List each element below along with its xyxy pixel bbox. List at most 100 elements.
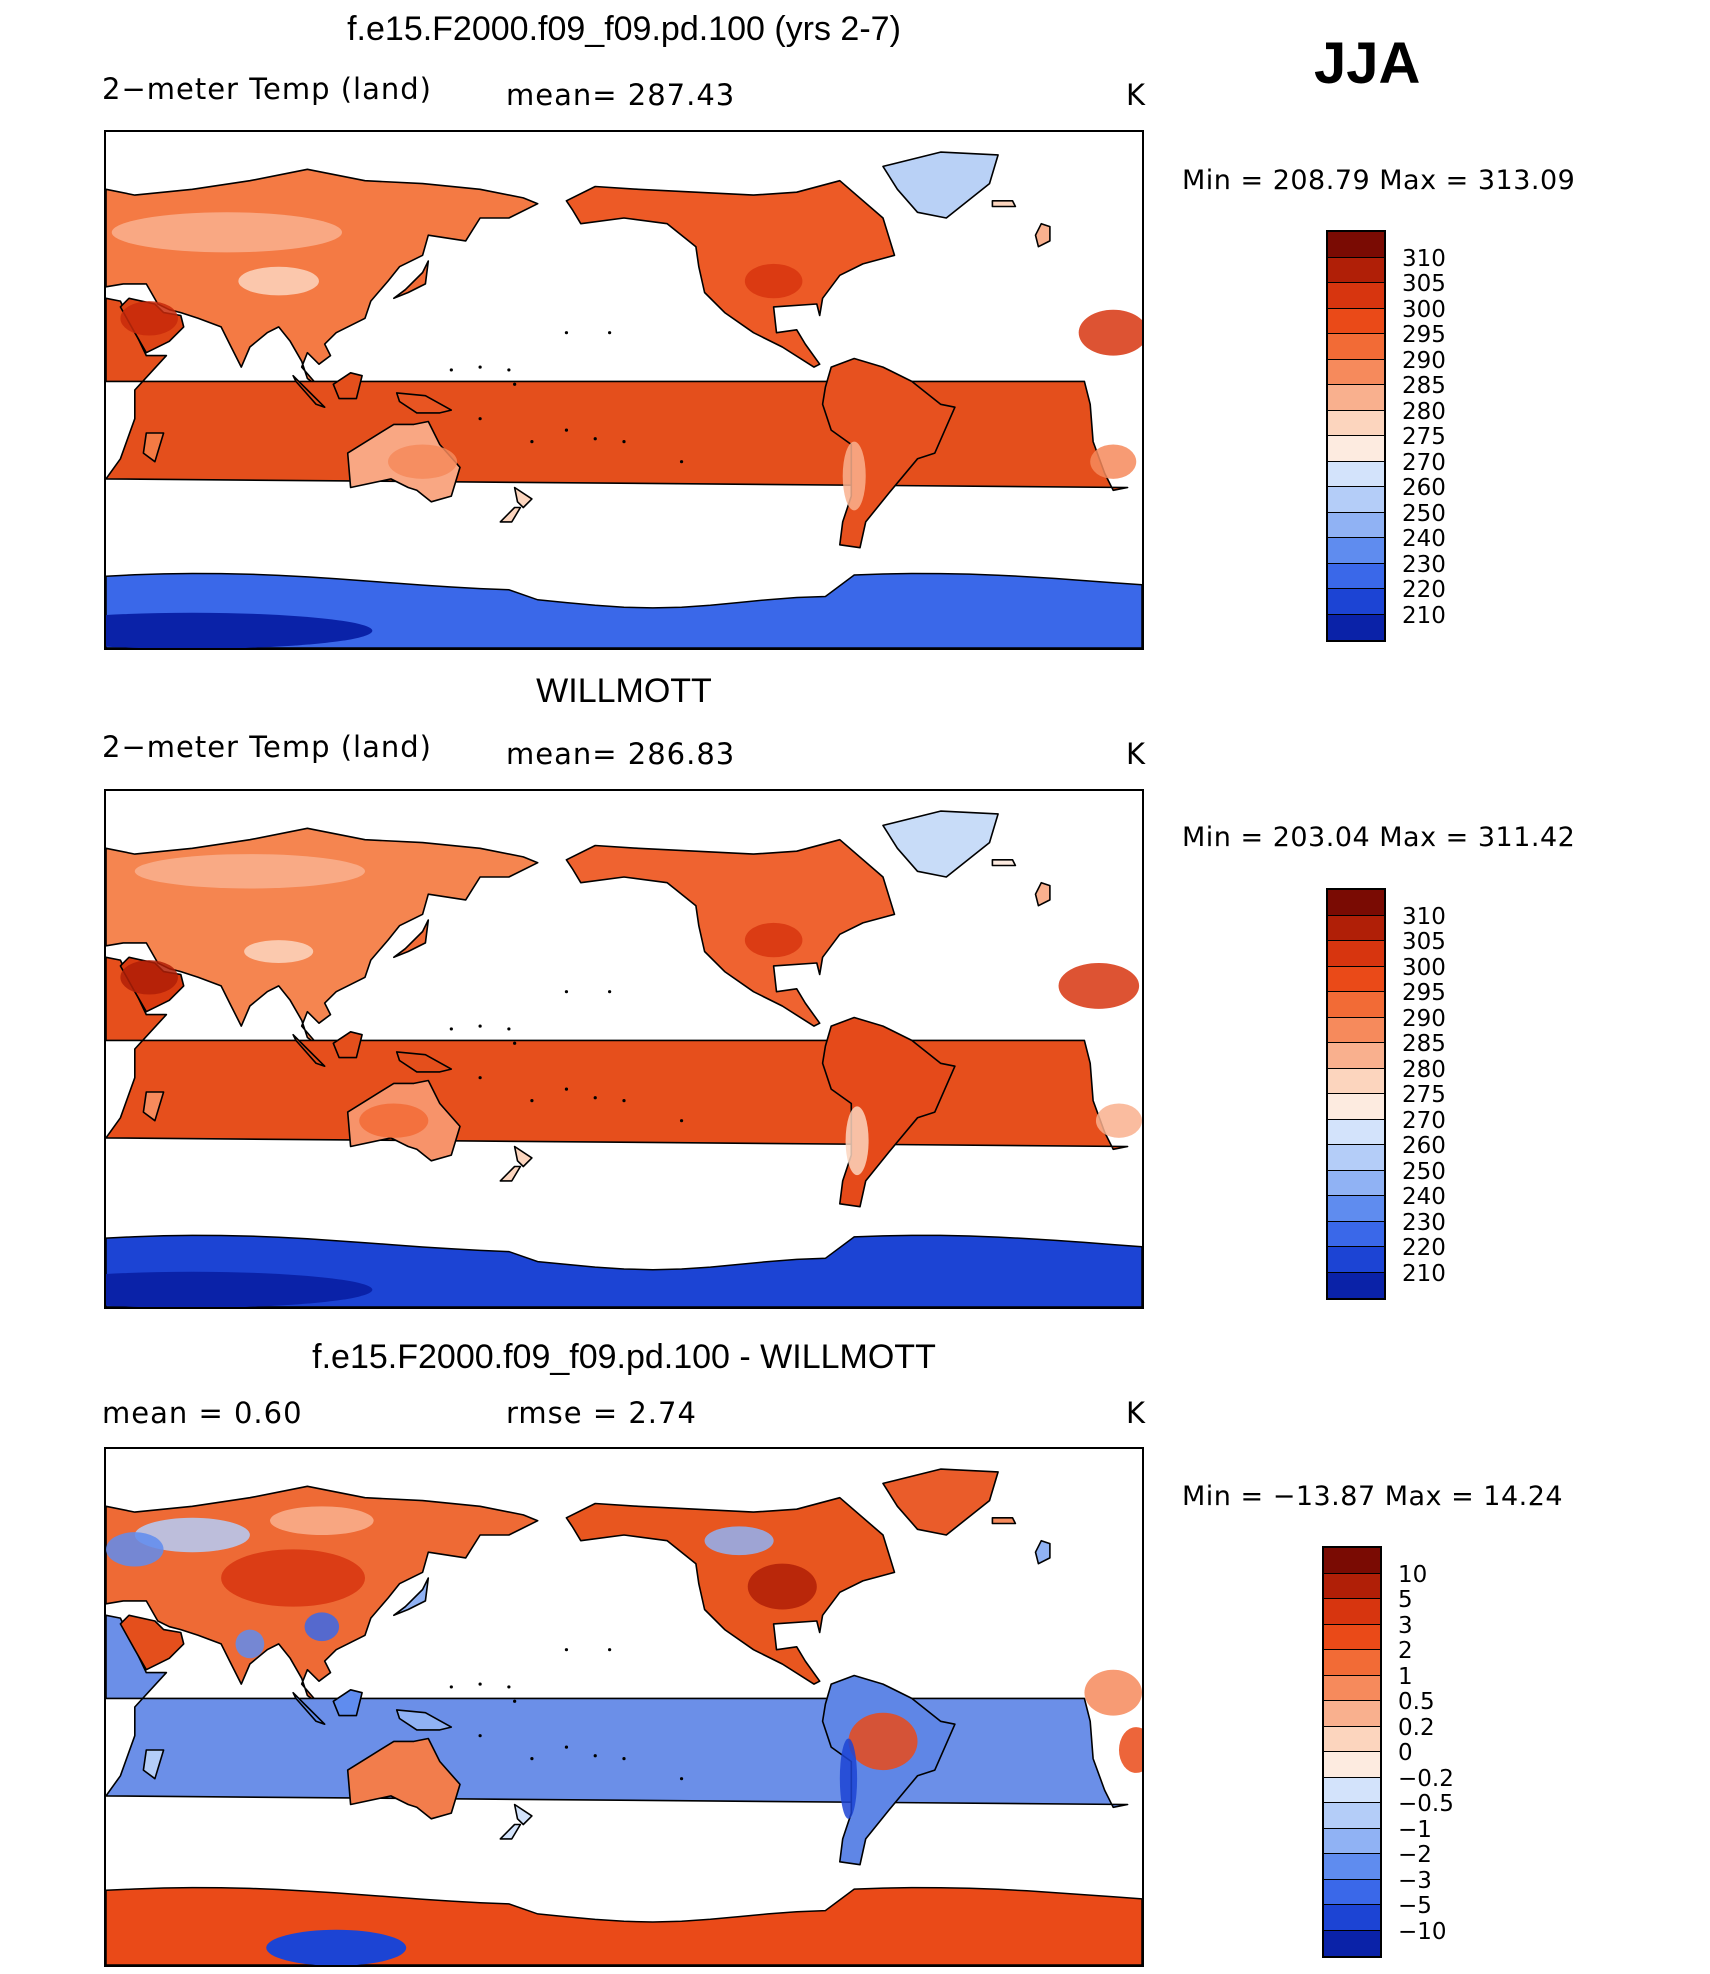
island-marker (622, 1099, 626, 1103)
colorbar-tick-label: 285 (1402, 1031, 1446, 1057)
field-patch (134, 854, 365, 889)
colorbar-swatch (1328, 992, 1384, 1018)
panel-1-variable-label: 2−meter Temp (land) (102, 72, 432, 106)
colorbar-swatch (1328, 589, 1384, 615)
colorbar-tick-label: 2 (1398, 1638, 1413, 1664)
colorbar-swatch (1324, 1879, 1380, 1905)
landmass-madagascar (142, 432, 165, 463)
colorbar-tick-label: 295 (1402, 980, 1446, 1006)
antarctica-interior (266, 1929, 407, 1965)
island-marker (478, 417, 482, 421)
panel-3-map (104, 1447, 1144, 1967)
colorbar-tick-label: 260 (1402, 1133, 1446, 1159)
panel-1-minmax: Min = 208.79 Max = 313.09 (1182, 165, 1576, 196)
colorbar-tick-label: 300 (1402, 296, 1446, 323)
island-marker (478, 1734, 482, 1738)
island-marker (478, 1076, 482, 1080)
landmass-namerica (565, 1496, 896, 1685)
colorbar-swatch (1328, 1247, 1384, 1273)
colorbar-tick-label: 220 (1402, 577, 1446, 603)
landmass-borneo (332, 1689, 363, 1717)
colorbar-swatch (1328, 915, 1384, 941)
colorbar-tick-label: 0.2 (1398, 1714, 1435, 1741)
island-marker (622, 1757, 626, 1761)
panel-1-title: f.e15.F2000.f09_f09.pd.100 (yrs 2-7) (347, 10, 901, 48)
island-marker (679, 1777, 684, 1781)
landmass-borneo (332, 1031, 363, 1059)
colorbar-tick-label: 290 (1402, 347, 1446, 374)
field-patch (304, 1612, 340, 1642)
colorbar-tick-label: −1 (1398, 1816, 1432, 1843)
island-marker (564, 1648, 569, 1652)
field-patch (106, 1532, 164, 1567)
panel-3-rmse-label: rmse = 2.74 (506, 1396, 697, 1430)
map-canvas (106, 1468, 1142, 1965)
panel-2-map (104, 789, 1144, 1309)
colorbar-swatch (1328, 334, 1384, 360)
colorbar-swatch (1324, 1752, 1380, 1778)
colorbar-tick-label: 210 (1402, 602, 1446, 629)
colorbar-tick-label: 10 (1398, 1561, 1428, 1588)
island-marker (564, 428, 569, 432)
colorbar-swatch (1328, 283, 1384, 309)
colorbar-swatch (1324, 1854, 1380, 1880)
field-patch (747, 1563, 817, 1610)
landmass-australia (346, 1737, 461, 1820)
colorbar-swatch (1328, 1094, 1384, 1120)
colorbar-swatch (1328, 890, 1384, 916)
colorbar-swatch (1324, 1675, 1380, 1701)
landmass-nz2 (499, 1823, 522, 1840)
colorbar-swatch (1324, 1777, 1380, 1803)
colorbar-tick-label: −0.5 (1398, 1791, 1454, 1817)
colorbar-tick-label: 305 (1402, 271, 1446, 297)
colorbar-tick-label: 5 (1398, 1587, 1413, 1613)
panel-2-variable-label: 2−meter Temp (land) (102, 730, 432, 764)
landmass-japan (392, 1577, 430, 1617)
panel-3-mean-label: mean = 0.60 (102, 1396, 303, 1430)
island-marker (608, 331, 612, 335)
colorbar-tick-label: 0 (1398, 1740, 1413, 1766)
colorbar-swatch (1328, 1196, 1384, 1222)
colorbar-swatch (1328, 436, 1384, 462)
panel-1-map (104, 130, 1144, 650)
colorbar-tick-label: 240 (1402, 1184, 1446, 1210)
landmass-greenland (882, 810, 999, 878)
landmass-namerica (565, 179, 896, 368)
landmass-nz2 (499, 1165, 522, 1182)
colorbar-tick-label: 1 (1398, 1663, 1413, 1690)
landmass-iceland (991, 1517, 1017, 1525)
colorbar-swatch (1324, 1701, 1380, 1727)
landmass-madagascar (142, 1091, 165, 1122)
colorbar-swatch (1324, 1599, 1380, 1625)
colorbar-tick-label: 295 (1402, 322, 1446, 348)
field-patch (1095, 1103, 1142, 1138)
colorbar-swatch (1324, 1803, 1380, 1829)
field-patch (1090, 444, 1137, 479)
antarctica-interior (106, 612, 373, 648)
map-canvas (106, 810, 1142, 1307)
landmass-greenland (882, 151, 999, 219)
colorbar-swatch (1328, 257, 1384, 283)
colorbar-tick-label: 310 (1402, 903, 1446, 930)
colorbar-swatch (1328, 512, 1384, 538)
colorbar-swatch (1328, 1145, 1384, 1171)
colorbar-tick-label: 250 (1402, 1158, 1446, 1185)
panel-2-title: WILLMOTT (536, 672, 712, 710)
island-marker (608, 990, 612, 994)
colorbar-tick-label: −2 (1398, 1842, 1432, 1868)
colorbar-swatch (1324, 1548, 1380, 1574)
colorbar-swatch (1328, 487, 1384, 513)
island-marker (564, 1087, 569, 1091)
colorbar-swatch (1324, 1650, 1380, 1676)
landmass-nz2 (499, 506, 522, 523)
field-patch (111, 212, 342, 253)
colorbar-tick-label: 310 (1402, 245, 1446, 272)
colorbar-swatch (1328, 966, 1384, 992)
panel-3-title: f.e15.F2000.f09_f09.pd.100 - WILLMOTT (312, 1338, 936, 1376)
colorbar-tick-label: 280 (1402, 398, 1446, 425)
colorbar-swatch (1324, 1930, 1380, 1956)
map-canvas (106, 151, 1142, 648)
colorbar-swatch (1328, 1272, 1384, 1298)
colorbar-tick-label: 230 (1402, 1209, 1446, 1236)
